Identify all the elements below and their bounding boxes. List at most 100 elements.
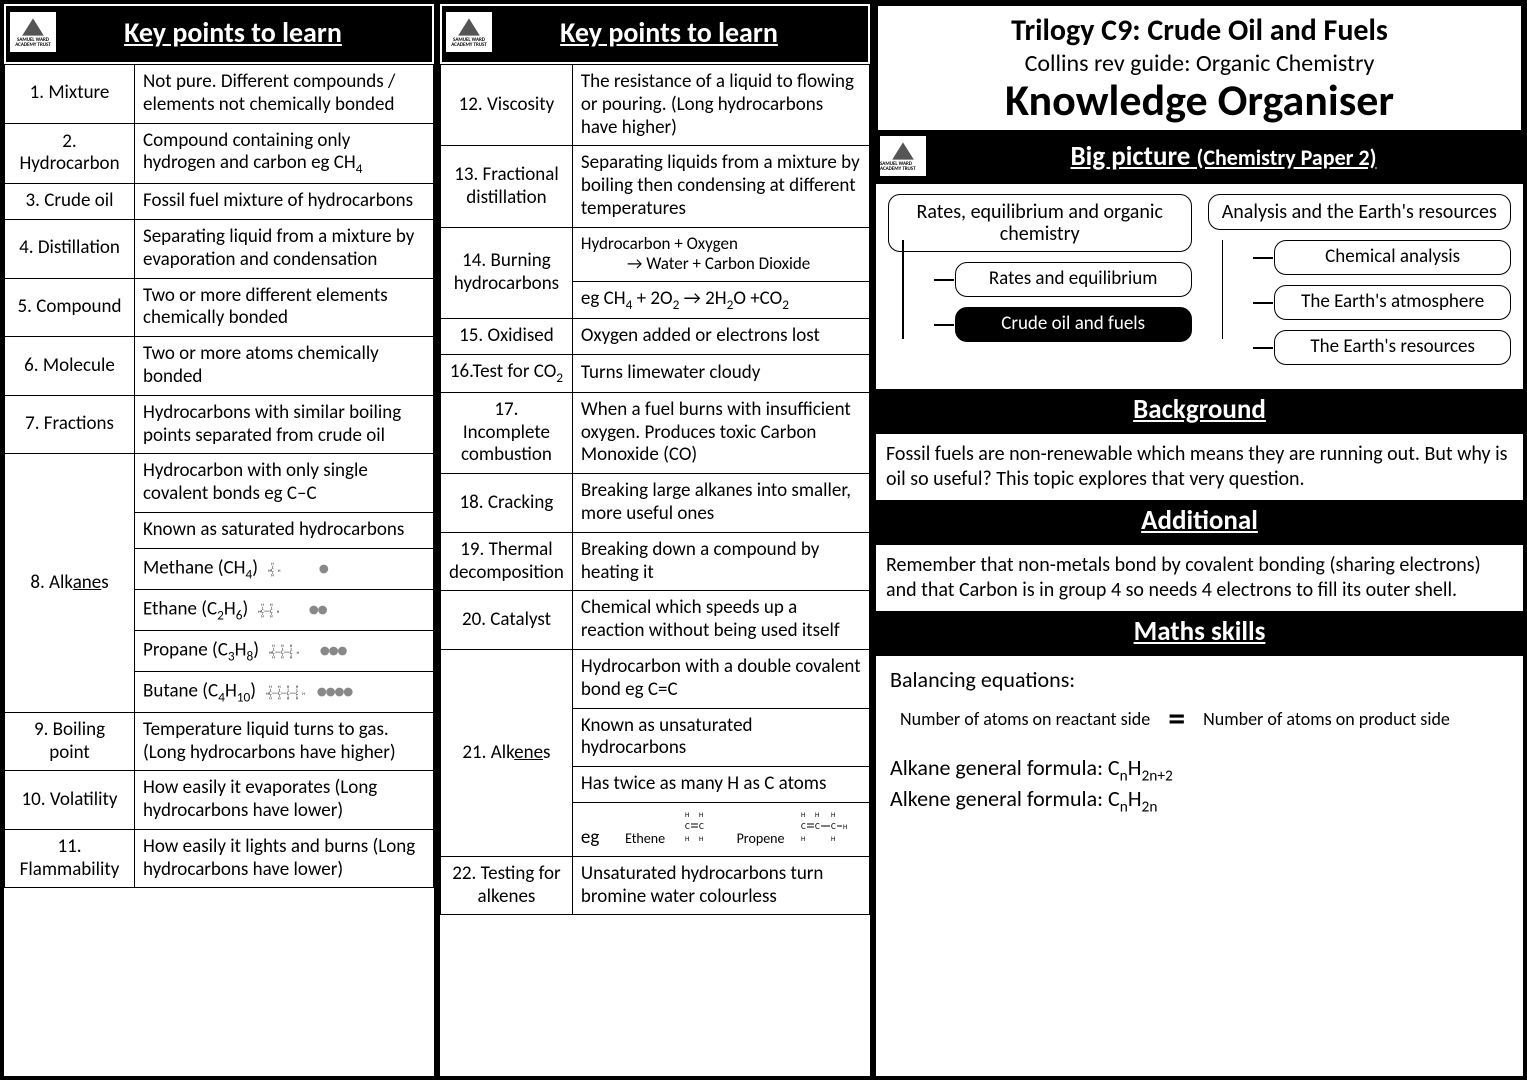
term: 3. Crude oil bbox=[5, 184, 135, 220]
term: 11. Flammability bbox=[5, 829, 135, 888]
alkane-example: Butane (C4H10) CHHCHHCHHCHHHH bbox=[135, 671, 434, 712]
term: 2. Hydrocarbon bbox=[5, 123, 135, 184]
svg-text:H: H bbox=[685, 834, 689, 843]
term: 8. Alkanes bbox=[5, 454, 135, 712]
svg-text:H: H bbox=[289, 644, 292, 649]
definition: Compound containing only hydrogen and ca… bbox=[135, 123, 434, 184]
definition: Fossil fuel mixture of hydrocarbons bbox=[135, 184, 434, 220]
svg-text:H: H bbox=[272, 655, 275, 660]
bigpic-paren: (Chemistry Paper 2) bbox=[1196, 144, 1376, 171]
definition: How easily it lights and burns (Long hyd… bbox=[135, 829, 434, 888]
definition: Two or more different elements chemicall… bbox=[135, 278, 434, 337]
bigpic-sub-node: Chemical analysis bbox=[1274, 240, 1511, 275]
definition: Known as saturated hydrocarbons bbox=[135, 512, 434, 548]
svg-text:H: H bbox=[261, 614, 264, 619]
svg-text:H: H bbox=[685, 810, 689, 819]
svg-text:C: C bbox=[801, 821, 806, 832]
term: 6. Molecule bbox=[5, 337, 135, 396]
background-header: Background bbox=[876, 389, 1523, 434]
term: 13. Fractional distillation bbox=[441, 146, 573, 227]
additional-header: Additional bbox=[876, 500, 1523, 545]
bigpic-left: Rates, equilibrium and organic chemistry… bbox=[888, 194, 1192, 375]
svg-text:H: H bbox=[287, 696, 290, 701]
bigpic-diagram: Rates, equilibrium and organic chemistry… bbox=[876, 184, 1523, 389]
baleq-right: Number of atoms on product side bbox=[1203, 709, 1450, 730]
svg-text:H: H bbox=[278, 696, 281, 701]
alkane-example: Propane (C3H8) CHHCHHCHHHH bbox=[135, 630, 434, 671]
svg-text:C: C bbox=[699, 821, 704, 832]
definition: Hydrocarbons with similar boiling points… bbox=[135, 395, 434, 454]
svg-text:H: H bbox=[270, 614, 273, 619]
maths-header: Maths skills bbox=[876, 611, 1523, 656]
bigpic-right: Analysis and the Earth's resources Chemic… bbox=[1208, 194, 1512, 375]
logo-text: SAMUEL WARD ACADEMY TRUST bbox=[10, 38, 56, 48]
keypoints-table-1: 1. MixtureNot pure. Different compounds … bbox=[4, 64, 434, 888]
term: 1. Mixture bbox=[5, 65, 135, 124]
background-body: Fossil fuels are non-renewable which mea… bbox=[876, 434, 1523, 500]
svg-text:H: H bbox=[296, 650, 299, 655]
svg-text:H: H bbox=[831, 810, 835, 819]
title-line1: Trilogy C9: Crude Oil and Fuels bbox=[882, 12, 1517, 49]
svg-text:H: H bbox=[699, 834, 703, 843]
bigpic-top-node: Analysis and the Earth's resources bbox=[1208, 194, 1512, 230]
bigpic-header: SAMUEL WARD ACADEMY TRUST Big picture (C… bbox=[876, 132, 1523, 184]
bigpic-sub-node: Crude oil and fuels bbox=[955, 307, 1192, 342]
equals-sign: = bbox=[1168, 699, 1185, 740]
logo-icon: SAMUEL WARD ACADEMY TRUST bbox=[10, 12, 56, 52]
definition: Hydrocarbon with only single covalent bo… bbox=[135, 454, 434, 513]
svg-text:C: C bbox=[685, 821, 690, 832]
svg-text:H: H bbox=[287, 685, 290, 690]
svg-text:H: H bbox=[272, 644, 275, 649]
svg-text:H: H bbox=[815, 810, 819, 819]
bigpic-sub-node: Rates and equilibrium bbox=[955, 262, 1192, 297]
alkane-example: Ethane (C2H6) CHHCHHHH bbox=[135, 589, 434, 630]
svg-text:H: H bbox=[270, 603, 273, 608]
definition: Not pure. Different compounds / elements… bbox=[135, 65, 434, 124]
definition: Separating liquid from a mixture by evap… bbox=[135, 219, 434, 278]
term: 9. Boiling point bbox=[5, 712, 135, 771]
term: 7. Fractions bbox=[5, 395, 135, 454]
bigpic-sub-node: The Earth's atmosphere bbox=[1274, 285, 1511, 320]
svg-text:H: H bbox=[269, 696, 272, 701]
title-line3: Knowledge Organiser bbox=[882, 78, 1517, 122]
svg-text:C: C bbox=[815, 821, 820, 832]
logo-icon: SAMUEL WARD ACADEMY TRUST bbox=[446, 12, 492, 52]
column-2: SAMUEL WARD ACADEMY TRUST Key points to … bbox=[440, 4, 870, 1076]
svg-text:H: H bbox=[801, 810, 805, 819]
col2-title: Key points to learn bbox=[500, 15, 868, 50]
svg-text:H: H bbox=[289, 655, 292, 660]
svg-text:H: H bbox=[269, 685, 272, 690]
svg-text:H: H bbox=[261, 603, 264, 608]
term: 4. Distillation bbox=[5, 219, 135, 278]
svg-text:H: H bbox=[843, 822, 847, 831]
maths-body: Balancing equations: Number of atoms on … bbox=[876, 656, 1523, 827]
svg-text:H: H bbox=[699, 810, 703, 819]
alkene-formula: Alkene general formula: CnH2n bbox=[890, 785, 1509, 816]
column-3: Trilogy C9: Crude Oil and Fuels Collins … bbox=[876, 4, 1523, 1076]
balancing-equation: Number of atoms on reactant side = Numbe… bbox=[900, 699, 1509, 740]
term: 10. Volatility bbox=[5, 771, 135, 830]
bigpic-top-node: Rates, equilibrium and organic chemistry bbox=[888, 194, 1192, 252]
svg-text:H: H bbox=[278, 685, 281, 690]
svg-text:H: H bbox=[801, 834, 805, 843]
svg-text:H: H bbox=[278, 568, 281, 573]
svg-text:H: H bbox=[281, 644, 284, 649]
term: 22. Testing for alkenes bbox=[441, 856, 573, 915]
svg-text:H: H bbox=[831, 834, 835, 843]
col1-title: Key points to learn bbox=[64, 15, 432, 50]
keypoints-table-2: 12. ViscosityThe resistance of a liquid … bbox=[440, 64, 870, 915]
col2-header: SAMUEL WARD ACADEMY TRUST Key points to … bbox=[440, 4, 870, 64]
svg-text:H: H bbox=[295, 685, 298, 690]
definition: Unsaturated hydrocarbons turn bromine wa… bbox=[572, 856, 869, 915]
definition: Separating liquids from a mixture by boi… bbox=[572, 146, 869, 227]
term: 12. Viscosity bbox=[441, 65, 573, 146]
balancing-title: Balancing equations: bbox=[890, 666, 1509, 693]
alkane-formula: Alkane general formula: CnH2n+2 bbox=[890, 754, 1509, 785]
term: 5. Compound bbox=[5, 278, 135, 337]
logo-text: SAMUEL WARD ACADEMY TRUST bbox=[446, 38, 492, 48]
svg-text:H: H bbox=[271, 573, 274, 578]
svg-text:H: H bbox=[281, 655, 284, 660]
alkane-example: Methane (CH4) CHHHH bbox=[135, 548, 434, 589]
baleq-left: Number of atoms on reactant side bbox=[900, 709, 1150, 730]
svg-text:H: H bbox=[271, 562, 274, 567]
